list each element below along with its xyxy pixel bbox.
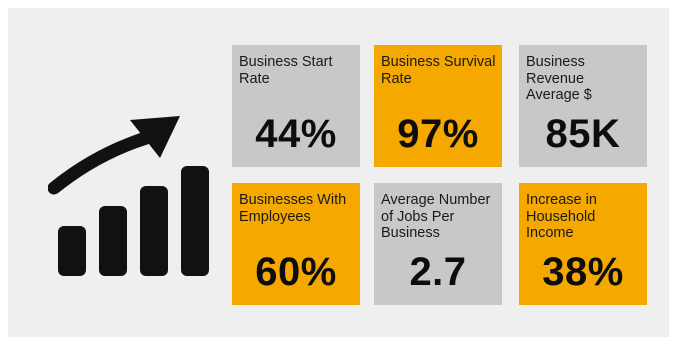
icon-arrow-shaft	[48, 131, 153, 195]
stat-label: Business Survival Rate	[381, 54, 496, 87]
stat-value: 60%	[255, 250, 337, 294]
icon-arrow-head	[130, 116, 180, 158]
stat-label: Increase in Household Income	[526, 192, 597, 241]
stat-value: 85K	[545, 112, 621, 156]
stat-label: Average Number of Jobs Per Business	[381, 192, 491, 241]
stat-value: 38%	[542, 250, 624, 294]
icon-bar-2	[99, 206, 127, 276]
stat-label: Business Start Rate	[239, 54, 333, 87]
icon-bar-1	[58, 226, 86, 276]
infographic-panel: Business Start Rate 44% Business Surviva…	[8, 8, 669, 337]
stat-label: Business Revenue Average $	[526, 54, 592, 103]
stat-value: 2.7	[409, 250, 467, 294]
stat-tile-household-income-increase: Increase in Household Income 38%	[519, 183, 647, 305]
stat-tile-business-revenue-average: Business Revenue Average $ 85K	[519, 45, 647, 167]
stat-label: Businesses With Employees	[239, 192, 347, 225]
stat-value: 97%	[397, 112, 479, 156]
stat-tile-average-jobs-per-business: Average Number of Jobs Per Business 2.7	[374, 183, 502, 305]
stat-value: 44%	[255, 112, 337, 156]
stat-tile-business-start-rate: Business Start Rate 44%	[232, 45, 360, 167]
icon-bar-4	[181, 166, 209, 276]
stat-tile-businesses-with-employees: Businesses With Employees 60%	[232, 183, 360, 305]
stat-tile-business-survival-rate: Business Survival Rate 97%	[374, 45, 502, 167]
bar-chart-growth-arrow-icon	[48, 116, 209, 276]
icon-bar-3	[140, 186, 168, 276]
